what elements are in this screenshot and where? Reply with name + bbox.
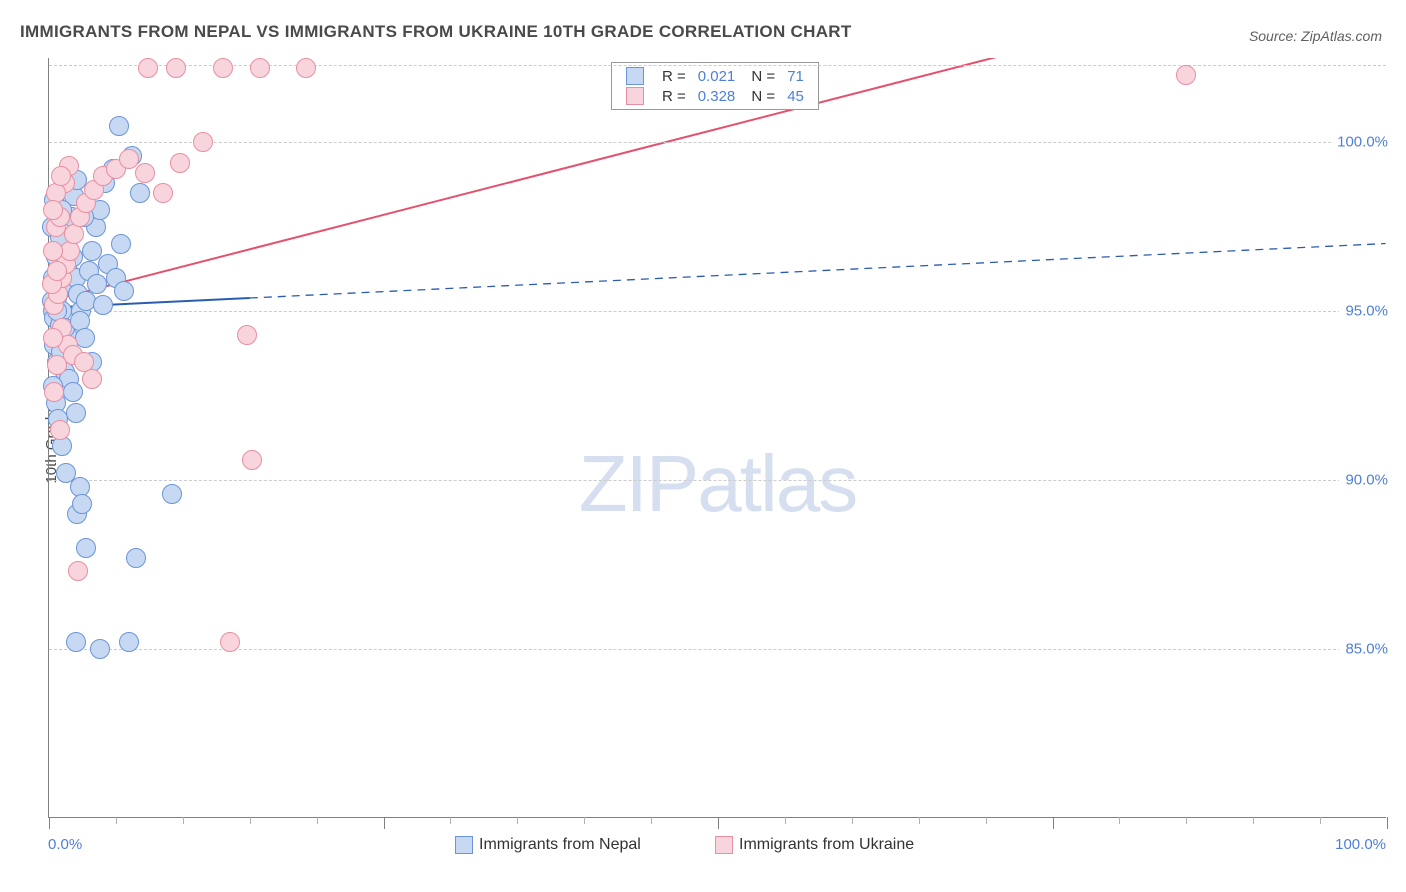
y-tick-label: 100.0% xyxy=(1331,134,1388,151)
data-point xyxy=(64,224,84,244)
stat-N: 45 xyxy=(781,86,810,106)
data-point xyxy=(119,632,139,652)
legend-item: Immigrants from Ukraine xyxy=(715,836,914,854)
data-point xyxy=(43,241,63,261)
correlation-stat-box: R =0.021 N =71R =0.328 N =45 xyxy=(611,62,819,110)
data-point xyxy=(296,58,316,78)
data-point xyxy=(75,328,95,348)
x-tick-minor xyxy=(651,817,652,824)
gridline-h xyxy=(49,142,1386,143)
chart-title: IMMIGRANTS FROM NEPAL VS IMMIGRANTS FROM… xyxy=(20,22,852,42)
data-point xyxy=(162,484,182,504)
stat-R: 0.021 xyxy=(692,66,742,86)
data-point xyxy=(47,261,67,281)
data-point xyxy=(52,436,72,456)
x-tick-minor xyxy=(517,817,518,824)
data-point xyxy=(82,369,102,389)
data-point xyxy=(63,382,83,402)
x-axis-max-label: 100.0% xyxy=(1335,836,1386,853)
stat-R: 0.328 xyxy=(692,86,742,106)
x-tick-minor xyxy=(317,817,318,824)
x-tick-minor xyxy=(1320,817,1321,824)
gridline-h xyxy=(49,311,1386,312)
x-tick-major xyxy=(718,817,719,829)
data-point xyxy=(135,163,155,183)
data-point xyxy=(166,58,186,78)
data-point xyxy=(90,639,110,659)
data-point xyxy=(126,548,146,568)
data-point xyxy=(47,355,67,375)
x-tick-major xyxy=(1387,817,1388,829)
x-tick-minor xyxy=(183,817,184,824)
data-point xyxy=(60,241,80,261)
x-tick-minor xyxy=(450,817,451,824)
x-tick-major xyxy=(384,817,385,829)
x-tick-minor xyxy=(785,817,786,824)
data-point xyxy=(138,58,158,78)
data-point xyxy=(44,382,64,402)
data-point xyxy=(213,58,233,78)
data-point xyxy=(220,632,240,652)
data-point xyxy=(109,116,129,136)
data-point xyxy=(237,325,257,345)
x-tick-minor xyxy=(116,817,117,824)
x-tick-major xyxy=(1053,817,1054,829)
data-point xyxy=(43,328,63,348)
legend-label: Immigrants from Ukraine xyxy=(739,836,914,853)
trend-line-dashed xyxy=(250,244,1386,298)
x-tick-minor xyxy=(986,817,987,824)
data-point xyxy=(51,166,71,186)
data-point xyxy=(111,234,131,254)
x-axis-min-label: 0.0% xyxy=(48,836,82,853)
data-point xyxy=(130,183,150,203)
gridline-h xyxy=(49,649,1386,650)
legend-label: Immigrants from Nepal xyxy=(479,836,641,853)
data-point xyxy=(50,420,70,440)
gridline-h xyxy=(49,480,1386,481)
legend-swatch xyxy=(626,67,644,85)
x-tick-minor xyxy=(1119,817,1120,824)
data-point xyxy=(170,153,190,173)
source-label: Source: ZipAtlas.com xyxy=(1249,28,1382,44)
data-point xyxy=(1176,65,1196,85)
legend-swatch xyxy=(626,87,644,105)
data-point xyxy=(193,132,213,152)
y-tick-label: 85.0% xyxy=(1339,641,1388,658)
data-point xyxy=(93,295,113,315)
data-point xyxy=(250,58,270,78)
x-tick-minor xyxy=(1253,817,1254,824)
x-tick-minor xyxy=(919,817,920,824)
x-tick-major xyxy=(49,817,50,829)
x-tick-minor xyxy=(584,817,585,824)
trend-lines xyxy=(49,58,1386,817)
x-tick-minor xyxy=(250,817,251,824)
x-tick-minor xyxy=(1186,817,1187,824)
data-point xyxy=(76,538,96,558)
legend-item: Immigrants from Nepal xyxy=(455,836,641,854)
data-point xyxy=(66,403,86,423)
data-point xyxy=(114,281,134,301)
data-point xyxy=(72,494,92,514)
data-point xyxy=(153,183,173,203)
data-point xyxy=(242,450,262,470)
x-tick-minor xyxy=(852,817,853,824)
data-point xyxy=(43,200,63,220)
legend-swatch xyxy=(455,836,473,854)
data-point xyxy=(68,561,88,581)
stat-N: 71 xyxy=(781,66,810,86)
y-tick-label: 90.0% xyxy=(1339,472,1388,489)
legend-swatch xyxy=(715,836,733,854)
data-point xyxy=(66,632,86,652)
data-point xyxy=(87,274,107,294)
plot-area: ZIPatlas R =0.021 N =71R =0.328 N =45 85… xyxy=(48,58,1386,818)
y-tick-label: 95.0% xyxy=(1339,303,1388,320)
